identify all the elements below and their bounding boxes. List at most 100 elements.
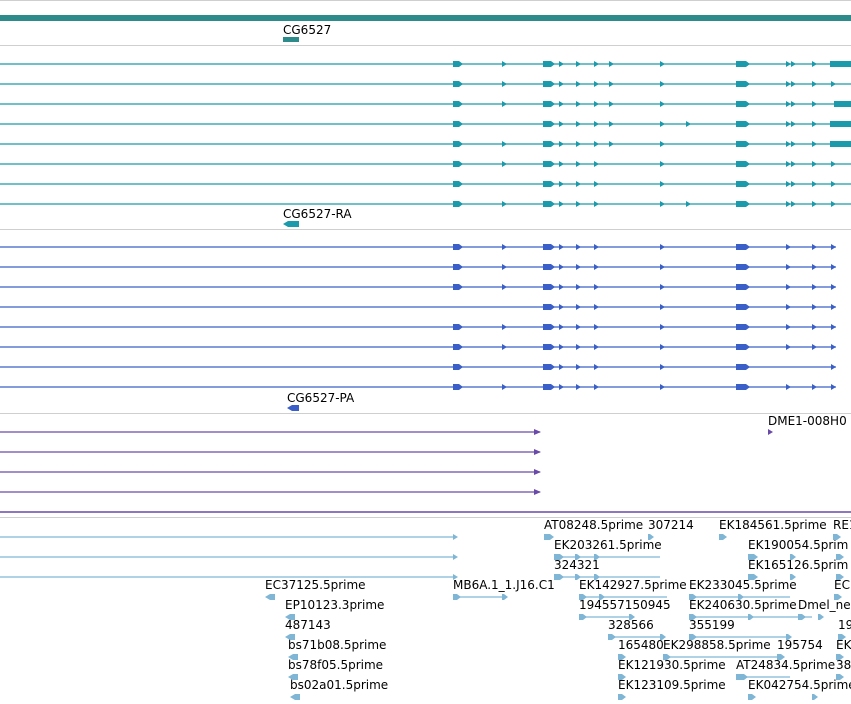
est-label[interactable]: bs02a01.5prime (290, 678, 388, 692)
transcript-exon[interactable] (288, 654, 298, 660)
transcript-exon[interactable] (791, 121, 796, 127)
est-label[interactable]: EK121930.5prime (618, 658, 726, 672)
transcript-exon[interactable] (836, 674, 844, 680)
transcript-exon[interactable] (576, 244, 581, 250)
est-label[interactable]: EK165126.5prim (748, 558, 848, 572)
transcript-exon[interactable] (618, 674, 626, 680)
transcript-exon[interactable] (544, 534, 554, 540)
est-label[interactable]: Dmel_neb (798, 598, 851, 612)
transcript-exon[interactable] (576, 364, 581, 370)
transcript-exon[interactable] (736, 181, 750, 187)
transcript-exon[interactable] (786, 324, 791, 330)
transcript-exon[interactable] (790, 554, 796, 560)
est-label[interactable]: EC37125.5prime (265, 578, 366, 592)
transcript-exon[interactable] (559, 121, 564, 127)
transcript-exon[interactable] (453, 181, 463, 187)
transcript-exon[interactable] (543, 284, 555, 290)
transcript-exon[interactable] (660, 304, 665, 310)
transcript-exon[interactable] (453, 344, 463, 350)
transcript-exon[interactable] (559, 244, 564, 250)
transcript-exon[interactable] (648, 534, 654, 540)
transcript-exon[interactable] (736, 244, 750, 250)
transcript-exon[interactable] (453, 284, 463, 290)
transcript-exon[interactable] (543, 304, 555, 310)
transcript-exon[interactable] (609, 101, 614, 107)
transcript-exon[interactable] (834, 594, 842, 600)
transcript-exon[interactable] (831, 324, 836, 330)
transcript-exon[interactable] (594, 141, 599, 147)
transcript-exon[interactable] (576, 181, 581, 187)
transcript-exon[interactable] (831, 201, 836, 207)
est-label[interactable]: 165480 (618, 638, 664, 652)
transcript-exon[interactable] (836, 554, 844, 560)
est-label[interactable]: EK233045.5prime (689, 578, 797, 592)
transcript-exon[interactable] (502, 594, 508, 600)
transcript-exon[interactable] (502, 324, 507, 330)
est-label[interactable]: EK240630.5prime (689, 598, 797, 612)
est-label[interactable]: 38 (836, 658, 851, 672)
transcript-exon[interactable] (559, 304, 564, 310)
transcript-exon[interactable] (786, 244, 791, 250)
transcript-exon[interactable] (736, 364, 750, 370)
transcript-exon[interactable] (559, 101, 564, 107)
transcript-exon[interactable] (660, 244, 665, 250)
transcript-exon[interactable] (812, 304, 817, 310)
transcript-exon[interactable] (812, 61, 817, 67)
transcript-exon[interactable] (594, 61, 599, 67)
transcript-exon[interactable] (791, 141, 796, 147)
transcript-exon[interactable] (288, 674, 298, 680)
transcript-exon[interactable] (594, 81, 599, 87)
transcript-exon[interactable] (831, 244, 836, 250)
transcript-exon[interactable] (786, 384, 791, 390)
transcript-exon[interactable] (777, 654, 785, 660)
transcript-exon[interactable] (812, 264, 817, 270)
est-label[interactable]: EC (834, 578, 850, 592)
ra-marker[interactable] (283, 221, 299, 227)
transcript-exon[interactable] (594, 244, 599, 250)
transcript-exon[interactable] (453, 81, 463, 87)
est-label[interactable]: 355199 (689, 618, 735, 632)
transcript-exon[interactable] (576, 264, 581, 270)
est-label[interactable]: 328566 (608, 618, 654, 632)
transcript-exon[interactable] (812, 344, 817, 350)
transcript-exon[interactable] (594, 364, 599, 370)
transcript-exon[interactable] (559, 364, 564, 370)
transcript-exon[interactable] (453, 554, 458, 560)
transcript-exon[interactable] (559, 61, 564, 67)
transcript-exon[interactable] (534, 469, 541, 475)
transcript-exon[interactable] (791, 161, 796, 167)
transcript-exon[interactable] (831, 81, 836, 87)
transcript-exon[interactable] (576, 141, 581, 147)
transcript-exon[interactable] (660, 201, 665, 207)
transcript-exon[interactable] (686, 201, 691, 207)
transcript-exon[interactable] (736, 344, 750, 350)
transcript-exon[interactable] (791, 61, 796, 67)
transcript-exon[interactable] (594, 181, 599, 187)
transcript-exon[interactable] (660, 344, 665, 350)
transcript-exon[interactable] (748, 574, 758, 580)
transcript-exon[interactable] (543, 81, 555, 87)
gene-span-bar[interactable] (0, 15, 851, 21)
est-label[interactable]: EK298858.5prime (663, 638, 771, 652)
transcript-exon[interactable] (453, 141, 463, 147)
transcript-exon[interactable] (660, 161, 665, 167)
transcript-exon[interactable] (831, 181, 836, 187)
transcript-exon[interactable] (576, 284, 581, 290)
transcript-exon[interactable] (543, 121, 555, 127)
est-label[interactable]: bs71b08.5prime (288, 638, 386, 652)
transcript-exon[interactable] (831, 344, 836, 350)
transcript-exon[interactable] (786, 101, 791, 107)
transcript-exon[interactable] (660, 181, 665, 187)
transcript-exon[interactable] (502, 201, 507, 207)
transcript-exon[interactable] (453, 244, 463, 250)
transcript-exon[interactable] (660, 264, 665, 270)
transcript-exon[interactable] (453, 574, 458, 580)
transcript-exon[interactable] (736, 161, 750, 167)
est-label[interactable]: AT08248.5prime (544, 518, 643, 532)
transcript-exon[interactable] (812, 324, 817, 330)
transcript-exon[interactable] (559, 344, 564, 350)
transcript-exon[interactable] (559, 324, 564, 330)
transcript-exon[interactable] (629, 614, 635, 620)
transcript-exon[interactable] (812, 181, 817, 187)
transcript-exon[interactable] (576, 81, 581, 87)
